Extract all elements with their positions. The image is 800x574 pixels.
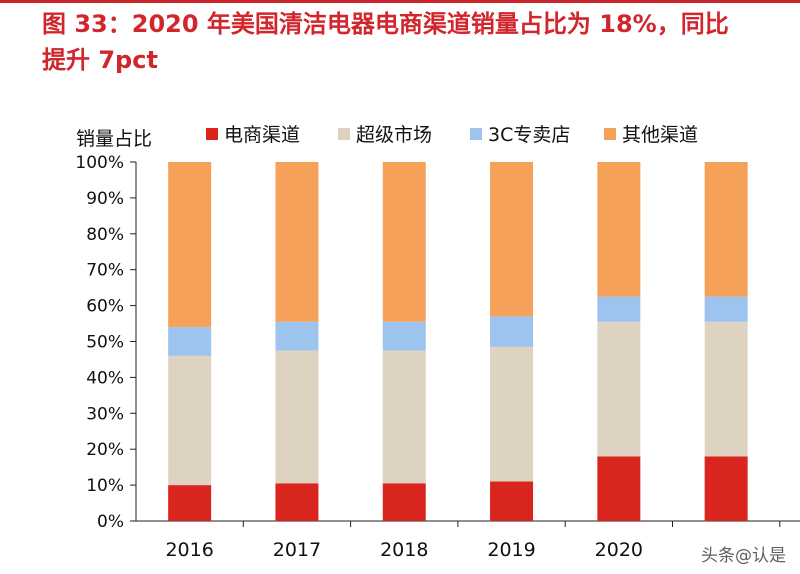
- bar-segment: [275, 162, 319, 322]
- bar-segment: [490, 316, 534, 347]
- legend-label: 3C专卖店: [488, 124, 570, 146]
- bar-segment: [382, 162, 426, 322]
- y-tick-label: 90%: [86, 189, 124, 209]
- y-tick-label: 70%: [86, 261, 124, 281]
- y-tick-label: 80%: [86, 225, 124, 245]
- bar-segment: [382, 483, 426, 521]
- bar-segment: [704, 296, 748, 322]
- bar-segment: [382, 321, 426, 351]
- bar-segment: [382, 350, 426, 484]
- bar-segment: [597, 296, 641, 322]
- y-axis-label: 销量占比: [76, 128, 152, 150]
- bar-segment: [490, 346, 534, 482]
- y-tick-label: 10%: [86, 476, 124, 496]
- watermark: 头条@认是: [701, 546, 786, 566]
- bar-segment: [704, 321, 748, 457]
- bar-segment: [168, 485, 212, 521]
- bar-segment: [704, 162, 748, 297]
- y-tick-label: 20%: [86, 440, 124, 460]
- legend-swatch: [470, 128, 482, 140]
- bar-segment: [490, 481, 534, 521]
- title-line-2: 提升 7pct: [42, 46, 158, 74]
- legend-label: 其他渠道: [622, 124, 698, 146]
- x-tick-label: 2020: [595, 539, 643, 561]
- y-tick-label: 0%: [97, 512, 124, 532]
- x-tick-label: 2019: [487, 539, 535, 561]
- x-tick-label: 2018: [380, 539, 428, 561]
- bar-segment: [168, 327, 212, 356]
- bar-segment: [704, 456, 748, 521]
- x-tick-label: 2017: [273, 539, 321, 561]
- bar-segment: [275, 350, 319, 484]
- legend-swatch: [604, 128, 616, 140]
- bar-segment: [168, 355, 212, 486]
- y-tick-label: 50%: [86, 333, 124, 353]
- bar-segment: [490, 162, 534, 317]
- x-tick-label: 2016: [165, 539, 213, 561]
- title-line-1: 图 33：2020 年美国清洁电器电商渠道销量占比为 18%，同比: [42, 10, 729, 38]
- bar-segment: [597, 162, 641, 297]
- legend-label: 超级市场: [356, 124, 432, 146]
- y-tick-label: 30%: [86, 404, 124, 424]
- bar-segment: [597, 321, 641, 457]
- y-tick-label: 60%: [86, 297, 124, 317]
- legend-label: 电商渠道: [224, 124, 300, 146]
- top-rule: [0, 0, 800, 3]
- bar-segment: [275, 321, 319, 351]
- bar-segment: [275, 483, 319, 521]
- y-tick-label: 100%: [75, 153, 124, 173]
- legend-swatch: [206, 128, 218, 140]
- bar-segment: [597, 456, 641, 521]
- figure-title: 图 33：2020 年美国清洁电器电商渠道销量占比为 18%，同比 提升 7pc…: [42, 6, 798, 78]
- bar-segment: [168, 162, 212, 328]
- legend-swatch: [338, 128, 350, 140]
- y-tick-label: 40%: [86, 368, 124, 388]
